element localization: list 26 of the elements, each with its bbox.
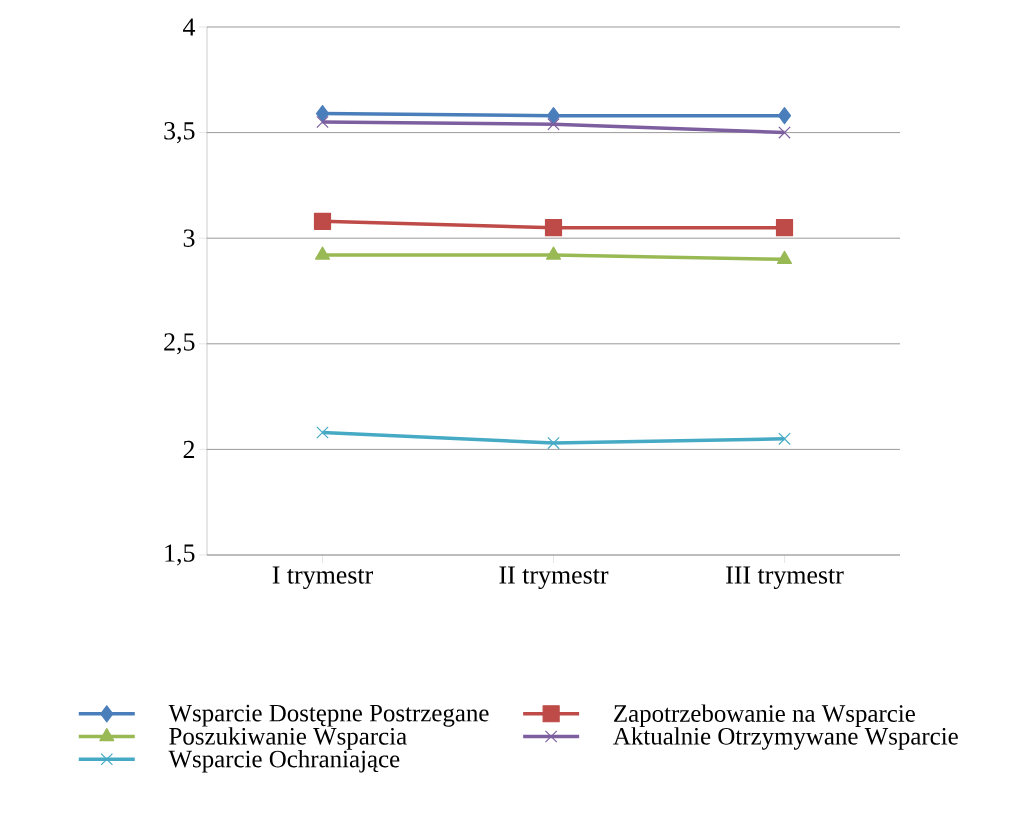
point	[316, 115, 329, 129]
point	[775, 219, 794, 237]
point	[547, 436, 560, 450]
legend-label: Wsparcie Ochraniające	[168, 749, 400, 773]
point	[778, 126, 791, 139]
y-tick-label: 2	[183, 440, 195, 458]
legend-label: Wsparcie Dostępne Postrzegane	[168, 704, 489, 727]
point	[777, 107, 792, 125]
point	[313, 212, 332, 230]
x-tick-label: II trymestr	[499, 566, 609, 590]
point	[778, 432, 791, 446]
point	[544, 219, 563, 237]
y-tick-label: 1,5	[165, 544, 195, 566]
y-tick-label: 2,5	[164, 333, 195, 355]
point	[316, 426, 329, 439]
legend-label: Aktualnie Otrzymywane Wsparcie	[613, 727, 958, 750]
legend-label: Poszukiwanie Wsparcia	[169, 727, 407, 750]
point	[546, 107, 561, 125]
y-tick-label: 3,5	[164, 122, 195, 144]
point	[315, 104, 330, 123]
y-tick-label: 4	[183, 18, 196, 36]
legend-label: Zapotrzebowanie na Wsparcie	[614, 704, 915, 727]
x-tick-label: I trymestr	[272, 566, 374, 590]
y-tick-label: 3	[183, 229, 195, 247]
point	[547, 117, 560, 131]
x-tick-label: III trymestr	[726, 566, 844, 590]
